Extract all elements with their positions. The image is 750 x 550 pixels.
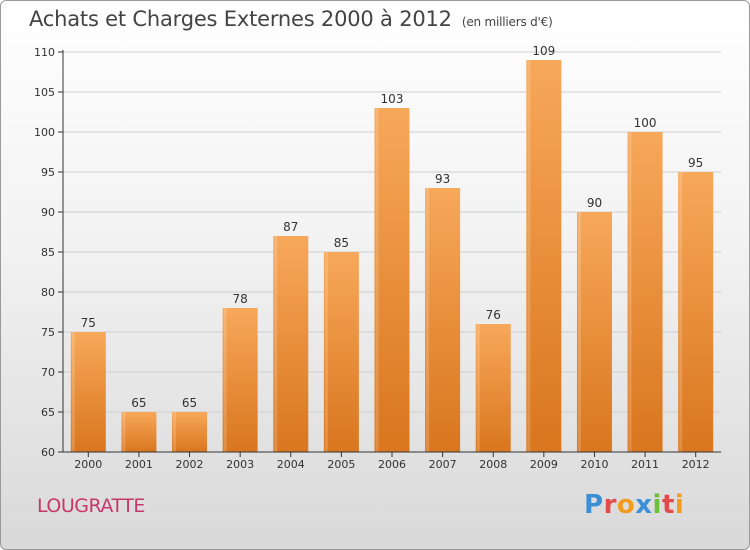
bar-highlight — [628, 132, 632, 452]
commune-name: LOUGRATTE — [37, 495, 145, 517]
bar-value-label: 100 — [634, 116, 657, 130]
y-tick-label: 60 — [41, 446, 55, 459]
x-tick-label: 2012 — [682, 458, 710, 471]
data-labels: 75 65 65 78 87 85 103 93 76 109 90 100 95 — [81, 44, 704, 410]
chart-title: Achats et Charges Externes 2000 à 2012 (e… — [29, 7, 553, 31]
x-tick-label: 2001 — [125, 458, 153, 471]
bar-highlight — [476, 324, 480, 452]
bar-highlight — [173, 412, 177, 452]
axes: 60 65 70 75 80 85 90 95 100 105 110 2000 2001 2002 200… — [34, 46, 721, 471]
chart-title-text: Achats et Charges Externes 2000 à 2012 — [29, 7, 452, 31]
bar[interactable] — [374, 108, 410, 452]
x-tick-label: 2005 — [327, 458, 355, 471]
bar-highlight — [274, 236, 278, 452]
logo-letter: t — [661, 490, 675, 520]
logo-letter: i — [652, 490, 662, 520]
y-tick-label: 80 — [41, 286, 55, 299]
bar-highlight — [223, 308, 227, 452]
y-tick-label: 85 — [41, 246, 55, 259]
bar-value-label: 90 — [587, 196, 602, 210]
bar-highlight — [324, 252, 328, 452]
x-tick-label: 2000 — [74, 458, 102, 471]
bar-value-label: 65 — [131, 396, 146, 410]
bar-value-label: 95 — [688, 156, 703, 170]
logo-letter: i — [674, 490, 685, 520]
bar-highlight — [426, 188, 430, 452]
bar-highlight — [71, 332, 75, 452]
bar[interactable] — [273, 236, 309, 452]
logo-letter: x — [635, 490, 653, 520]
logo-letter: P — [584, 490, 604, 520]
bar-highlight — [679, 172, 683, 452]
x-tick-label: 2004 — [277, 458, 305, 471]
bar[interactable] — [425, 188, 461, 452]
x-tick-label: 2008 — [479, 458, 507, 471]
x-tick-label: 2006 — [378, 458, 406, 471]
y-tick-label: 110 — [34, 46, 55, 59]
bar-value-label: 65 — [182, 396, 197, 410]
bar[interactable] — [172, 412, 208, 452]
bar-value-label: 103 — [381, 92, 404, 106]
bar[interactable] — [222, 308, 258, 452]
bar[interactable] — [678, 172, 714, 452]
y-tick-label: 95 — [41, 166, 55, 179]
x-tick-label: 2002 — [176, 458, 204, 471]
proxiti-logo[interactable]: Proxiti — [584, 490, 684, 520]
x-tick-label: 2010 — [580, 458, 608, 471]
bar-value-label: 78 — [233, 292, 248, 306]
bar[interactable] — [323, 252, 359, 452]
bar-value-label: 85 — [334, 236, 349, 250]
y-tick-label: 70 — [41, 366, 55, 379]
bar-highlight — [577, 212, 581, 452]
bar-value-label: 76 — [486, 308, 501, 322]
chart-unit-label: (en milliers d'€) — [461, 15, 553, 29]
y-tick-label: 65 — [41, 406, 55, 419]
y-tick-label: 105 — [34, 86, 55, 99]
bar[interactable] — [475, 324, 511, 452]
bars — [70, 60, 714, 452]
bar[interactable] — [121, 412, 157, 452]
bar[interactable] — [70, 332, 106, 452]
x-tick-label: 2009 — [530, 458, 558, 471]
bar-highlight — [527, 60, 531, 452]
bar[interactable] — [627, 132, 663, 452]
y-tick-label: 100 — [34, 126, 55, 139]
logo-letter: o — [616, 490, 636, 520]
y-tick-label: 90 — [41, 206, 55, 219]
bar[interactable] — [576, 212, 612, 452]
bar-value-label: 87 — [283, 220, 298, 234]
x-tick-label: 2003 — [226, 458, 254, 471]
bar-value-label: 93 — [435, 172, 450, 186]
y-tick-label: 75 — [41, 326, 55, 339]
x-tick-label: 2011 — [631, 458, 659, 471]
bar-highlight — [375, 108, 379, 452]
x-tick-label: 2007 — [429, 458, 457, 471]
bar-value-label: 75 — [81, 316, 96, 330]
bar-highlight — [122, 412, 126, 452]
bar-value-label: 109 — [532, 44, 555, 58]
bar[interactable] — [526, 60, 562, 452]
logo-letter: r — [603, 490, 617, 520]
